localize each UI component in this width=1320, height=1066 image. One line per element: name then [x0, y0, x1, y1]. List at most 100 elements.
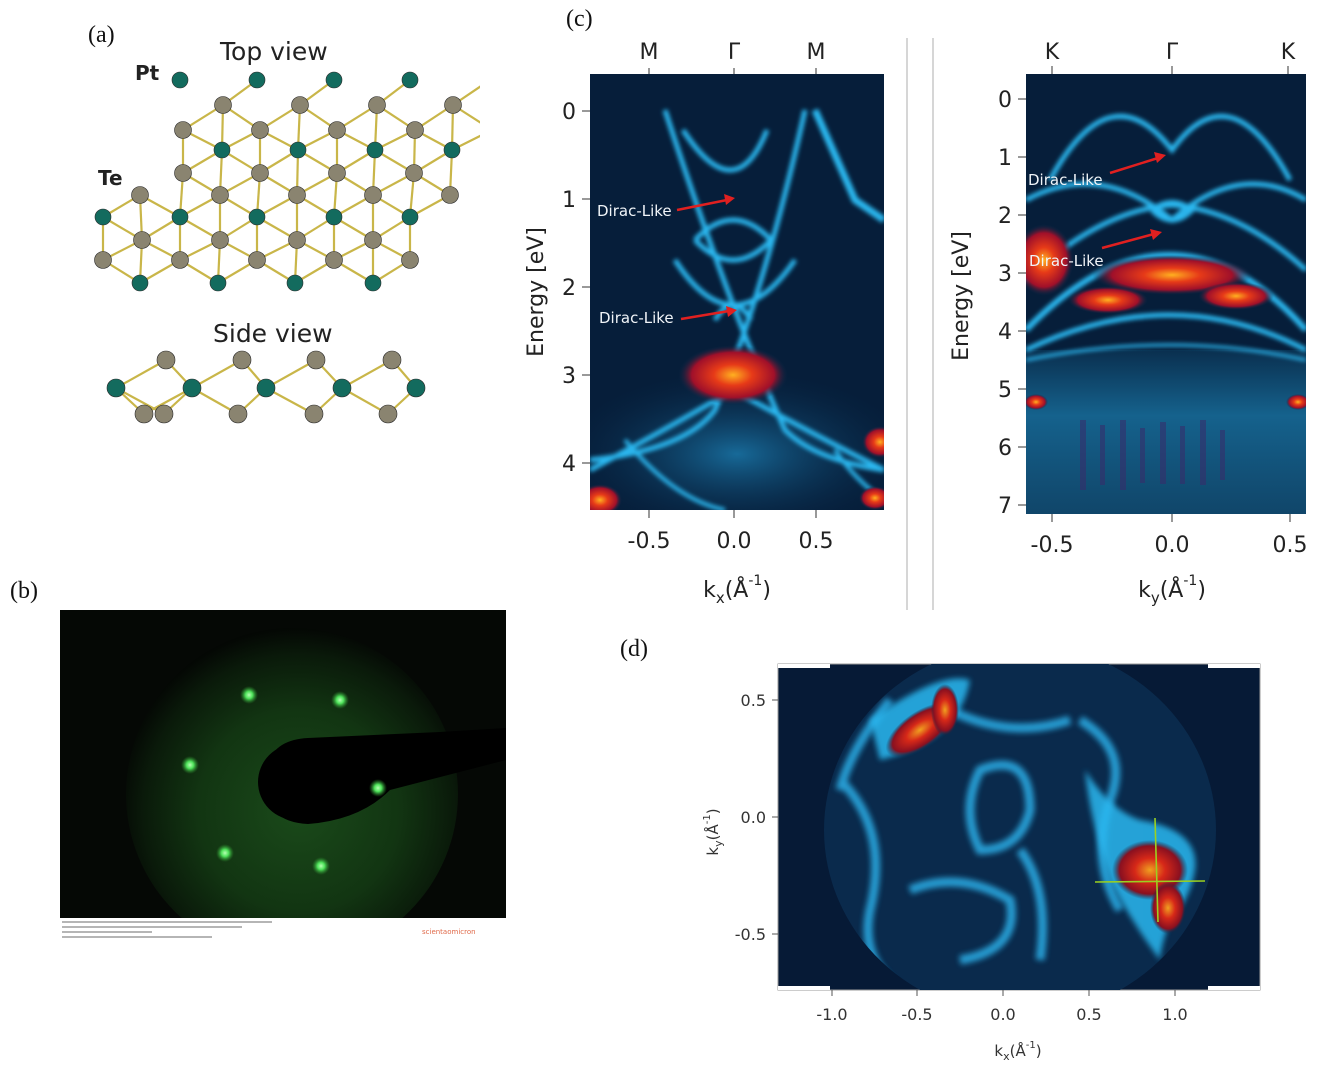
te-atom [291, 96, 309, 114]
diffraction-spot [181, 756, 199, 774]
y-tick-label: 0.5 [741, 691, 766, 710]
map-corner-marks [778, 664, 1260, 990]
intensity-hotspot [859, 486, 884, 510]
y-tick-label: 5 [998, 378, 1012, 403]
x-tick-label: -0.5 [1031, 533, 1074, 558]
te-atom [405, 164, 423, 182]
diffraction-spot [240, 686, 258, 704]
y-tick-label: -0.5 [735, 925, 766, 944]
intensity-hotspot [1286, 394, 1306, 410]
te-atom [444, 96, 462, 114]
bond [191, 359, 243, 389]
te-atom [368, 96, 386, 114]
diffraction-spot [369, 779, 387, 797]
kx-axis-label: kx(Å-1) [703, 573, 771, 607]
pt-atom [171, 208, 189, 226]
y-tick-label: 1 [998, 146, 1012, 171]
y-tick-label: 0 [562, 100, 576, 125]
te-atom [251, 164, 269, 182]
kx-axis-label: kx(Å-1) [994, 1040, 1041, 1063]
top-tick-marks [1051, 66, 1289, 74]
top-tick-marks [648, 68, 817, 74]
diffraction-spot [312, 857, 330, 875]
pt-atom [248, 71, 266, 89]
pt-atom [256, 378, 276, 398]
scientaomicron-watermark: scientaomicron [422, 928, 476, 936]
x-tick-label: 0.5 [1076, 1005, 1101, 1024]
y-tick-label: 1 [562, 188, 576, 213]
pt-atom [325, 208, 343, 226]
side-view-title: Side view [213, 319, 333, 348]
x-tick-label: 0.0 [990, 1005, 1015, 1024]
dirac-like-annotation-upper: Dirac-Like [1028, 171, 1103, 189]
y-tick-label: 4 [562, 452, 576, 477]
pt-atom-label: Pt [135, 61, 160, 85]
energy-axis-label: Energy [eV] [949, 231, 974, 361]
te-atom [328, 121, 346, 139]
pt-atom [401, 71, 419, 89]
te-atom [134, 404, 154, 424]
ky-axis-label: ky(Å-1) [1138, 573, 1206, 607]
y-axis-ticks [1018, 98, 1026, 506]
high-symmetry-label-center: Γ [728, 40, 741, 65]
intensity-hotspot [590, 484, 622, 510]
x-axis-tick-labels: -0.5 0.0 0.5 [1031, 533, 1308, 558]
fermi-contours [835, 697, 1124, 990]
energy-axis-label: Energy [eV] [524, 227, 549, 357]
te-atom [401, 251, 419, 269]
crystal-structure-figure: Top view Pt Te Side view [94, 37, 480, 424]
te-atom [364, 231, 382, 249]
panel-d-letter: (d) [620, 636, 648, 662]
pt-atom [94, 208, 112, 226]
band-dispersion-lines [1026, 113, 1306, 362]
te-atom [156, 350, 176, 370]
pt-atom [171, 71, 189, 89]
pt-atom [248, 208, 266, 226]
dirac-point-arrows [1101, 152, 1166, 250]
intensity-hotspot [1198, 282, 1274, 310]
x-tick-label: -1.0 [816, 1005, 847, 1024]
te-atom [211, 231, 229, 249]
x-axis-ticks [831, 990, 1176, 996]
pt-atom [364, 274, 382, 292]
lattice-bonds [101, 79, 480, 284]
pt-atom [106, 378, 126, 398]
fermi-surface-map: 0.5 0.0 -0.5 -1.0 -0.5 0.0 0.5 1.0 ky(Å-1) kx(… [702, 663, 1261, 1063]
x-tick-label: -0.5 [628, 529, 671, 554]
arpes-gamma-k-plot: K Γ K 0 1 2 3 4 5 6 7 -0.5 0.0 0.5 Energy [eV] ky… [949, 40, 1308, 607]
y-tick-label: 4 [998, 320, 1012, 345]
te-atom [441, 186, 459, 204]
arpes-gamma-m-plot: M Γ M 0 1 2 3 4 -0.5 0.0 0.5 Energy [eV] kx(Å-… [524, 40, 884, 607]
te-atom [406, 121, 424, 139]
pt-atom [401, 208, 419, 226]
y-axis-tick-labels: 0.5 0.0 -0.5 [735, 691, 766, 944]
intensity-hotspot [1026, 224, 1074, 296]
leed-pattern-image: scientaomicron [60, 610, 506, 944]
bond [115, 359, 167, 389]
te-atom [131, 186, 149, 204]
x-axis-tick-labels: -1.0 -0.5 0.0 0.5 1.0 [816, 1005, 1187, 1024]
diffraction-spots [181, 686, 387, 875]
te-atom [364, 186, 382, 204]
pt-atom [209, 274, 227, 292]
te-atom [171, 251, 189, 269]
lattice-atoms [94, 71, 462, 292]
high-symmetry-label-right: K [1281, 40, 1296, 65]
te-atom [306, 350, 326, 370]
high-symmetry-label-left: M [640, 40, 659, 65]
pt-atom [366, 141, 384, 159]
panel-c-divider-line [906, 38, 908, 610]
te-atom [133, 231, 151, 249]
y-tick-label: 3 [562, 364, 576, 389]
te-atom [154, 404, 174, 424]
bond [341, 359, 393, 389]
x-tick-label: 0.0 [717, 529, 752, 554]
y-tick-label: 3 [998, 262, 1012, 287]
crosshair-cursor [1094, 817, 1206, 923]
te-atom [211, 186, 229, 204]
intensity-hotspot [1150, 882, 1186, 934]
diffraction-spot [216, 844, 234, 862]
intensity-hotspot [1092, 255, 1252, 295]
intensity-streaks [1080, 420, 1225, 490]
side-view-atoms [106, 350, 426, 424]
